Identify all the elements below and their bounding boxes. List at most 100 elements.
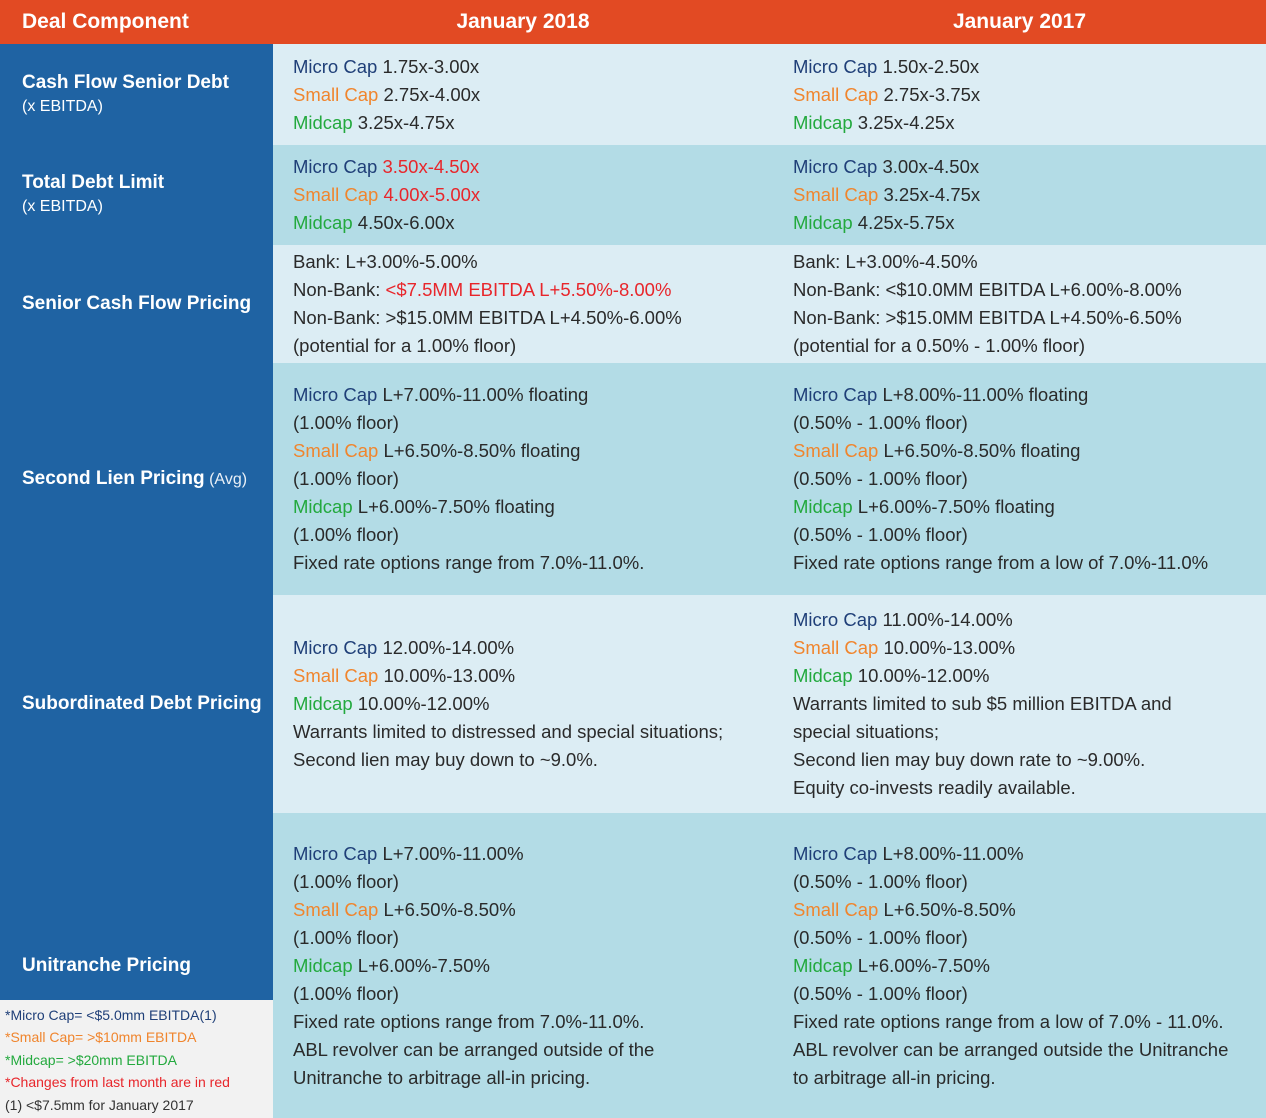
- small-cap-value: L+6.50%-8.50% floating: [378, 440, 581, 461]
- legend-changes-in-red: *Changes from last month are in red: [5, 1074, 230, 1091]
- abl-note-cont: Unitranche to arbitrage all-in pricing.: [293, 1066, 591, 1088]
- midcap-value: L+6.00%-7.50% floating: [352, 496, 555, 517]
- row-label-sub: (x EBITDA): [22, 97, 103, 115]
- small-cap-floor: (0.50% - 1.00% floor): [793, 468, 968, 489]
- row-label: Senior Cash Flow Pricing: [0, 245, 273, 363]
- small-cap-value: 10.00%-13.00%: [878, 637, 1016, 658]
- row-senior-cash-flow-pricing: Senior Cash Flow Pricing Bank: L+3.00%-5…: [0, 245, 1266, 363]
- warrants-note: Warrants limited to sub $5 million EBITD…: [793, 693, 1172, 714]
- cell-2018: Micro Cap 1.75x-3.00x Small Cap 2.75x-4.…: [273, 44, 773, 145]
- micro-cap-value: 3.00x-4.50x: [877, 156, 980, 177]
- midcap-floor: (0.50% - 1.00% floor): [793, 982, 968, 1004]
- midcap-label: Midcap: [793, 212, 853, 233]
- micro-cap-label: Micro Cap: [793, 55, 878, 77]
- equity-note: Equity co-invests readily available.: [793, 777, 1076, 798]
- micro-cap-label: Micro Cap: [293, 156, 378, 177]
- midcap-value: L+6.00%-7.50% floating: [852, 496, 1055, 517]
- micro-cap-value: 11.00%-14.00%: [877, 609, 1013, 630]
- row-label-main: Cash Flow Senior Debt: [22, 71, 229, 93]
- midcap-value: 4.25x-5.75x: [852, 212, 955, 233]
- row-cash-flow-senior-debt: Cash Flow Senior Debt (x EBITDA) Micro C…: [0, 44, 1266, 145]
- cell-2017: Bank: L+3.00%-4.50% Non-Bank: <$10.0MM E…: [773, 245, 1266, 363]
- midcap-label: Midcap: [793, 496, 853, 517]
- row-label: Unitranche Pricing: [0, 813, 273, 1000]
- warrants-note: Warrants limited to distressed and speci…: [293, 721, 724, 742]
- midcap-label: Midcap: [793, 954, 853, 976]
- cell-2018: Micro Cap L+7.00%-11.00% floating (1.00%…: [273, 363, 773, 595]
- micro-cap-value: 1.50x-2.50x: [877, 55, 980, 77]
- legend-footnote: (1) <$7.5mm for January 2017: [5, 1096, 194, 1113]
- small-cap-value: 3.25x-4.75x: [878, 184, 981, 205]
- midcap-floor: (0.50% - 1.00% floor): [793, 524, 968, 545]
- midcap-label: Midcap: [293, 693, 353, 714]
- bank-pricing: Bank: L+3.00%-5.00%: [293, 251, 478, 272]
- fixed-rate-note: Fixed rate options range from 7.0%-11.0%…: [293, 1010, 645, 1032]
- midcap-label: Midcap: [293, 212, 353, 233]
- cell-2017: Micro Cap 1.50x-2.50x Small Cap 2.75x-3.…: [773, 44, 1266, 145]
- abl-note-cont: to arbitrage all-in pricing.: [793, 1066, 996, 1088]
- small-cap-floor: (1.00% floor): [293, 468, 399, 489]
- midcap-value: 10.00%-12.00%: [852, 665, 990, 686]
- small-cap-label: Small Cap: [793, 184, 879, 205]
- micro-cap-label: Micro Cap: [293, 384, 378, 405]
- row-label: Cash Flow Senior Debt (x EBITDA): [0, 44, 273, 145]
- row-label-avg: (Avg): [204, 470, 248, 488]
- header-deal-component: Deal Component: [0, 0, 273, 44]
- micro-cap-floor: (1.00% floor): [293, 412, 399, 433]
- midcap-label: Midcap: [293, 496, 353, 517]
- small-cap-value: L+6.50%-8.50% floating: [878, 440, 1081, 461]
- row-label-main: Second Lien Pricing: [22, 467, 205, 489]
- micro-cap-value: 1.75x-3.00x: [377, 55, 480, 77]
- cell-2017: Micro Cap L+8.00%-11.00% (0.50% - 1.00% …: [773, 813, 1266, 1118]
- label-column-background: [0, 44, 273, 1000]
- warrants-note-cont: special situations;: [793, 721, 940, 742]
- legend-midcap: *Midcap= >$20mm EBITDA: [5, 1051, 177, 1068]
- small-cap-label: Small Cap: [293, 184, 379, 205]
- cell-2017: Micro Cap L+8.00%-11.00% floating (0.50%…: [773, 363, 1266, 595]
- second-lien-note: Second lien may buy down to ~9.0%.: [293, 749, 598, 770]
- midcap-label: Midcap: [793, 111, 853, 133]
- non-bank-large-pricing: Non-Bank: >$15.0MM EBITDA L+4.50%-6.50%: [793, 307, 1182, 328]
- micro-cap-label: Micro Cap: [293, 55, 378, 77]
- small-cap-value: 2.75x-3.75x: [878, 83, 981, 105]
- non-bank-large-pricing: Non-Bank: >$15.0MM EBITDA L+4.50%-6.00%: [293, 307, 682, 328]
- small-cap-label: Small Cap: [793, 637, 879, 658]
- midcap-value: L+6.00%-7.50%: [852, 954, 990, 976]
- non-bank-small-pricing: Non-Bank: <$10.0MM EBITDA L+6.00%-8.00%: [793, 279, 1182, 300]
- midcap-floor: (1.00% floor): [293, 982, 399, 1004]
- micro-cap-value: L+7.00%-11.00%: [377, 842, 524, 864]
- floor-note: (potential for a 0.50% - 1.00% floor): [793, 335, 1086, 356]
- micro-cap-floor: (1.00% floor): [293, 870, 399, 892]
- micro-cap-value-changed: 3.50x-4.50x: [377, 156, 480, 177]
- cell-2018: Micro Cap 3.50x-4.50x Small Cap 4.00x-5.…: [273, 145, 773, 245]
- small-cap-value-changed: 4.00x-5.00x: [378, 184, 481, 205]
- small-cap-label: Small Cap: [793, 83, 879, 105]
- midcap-value: 10.00%-12.00%: [352, 693, 490, 714]
- cell-2018: Bank: L+3.00%-5.00% Non-Bank: <$7.5MM EB…: [273, 245, 773, 363]
- midcap-value: 4.50x-6.00x: [352, 212, 455, 233]
- header-january-2018: January 2018: [273, 0, 773, 44]
- fixed-rate-note: Fixed rate options range from a low of 7…: [793, 1010, 1224, 1032]
- micro-cap-label: Micro Cap: [793, 384, 878, 405]
- midcap-label: Midcap: [293, 111, 353, 133]
- small-cap-value: 2.75x-4.00x: [378, 83, 481, 105]
- cell-2017: Micro Cap 11.00%-14.00% Small Cap 10.00%…: [773, 595, 1266, 813]
- floor-note: (potential for a 1.00% floor): [293, 335, 517, 356]
- small-cap-label: Small Cap: [293, 665, 379, 686]
- small-cap-value: L+6.50%-8.50%: [878, 898, 1016, 920]
- micro-cap-label: Micro Cap: [793, 156, 878, 177]
- small-cap-label: Small Cap: [293, 440, 379, 461]
- small-cap-label: Small Cap: [293, 898, 379, 920]
- second-lien-note: Second lien may buy down rate to ~9.00%.: [793, 749, 1146, 770]
- micro-cap-value: 12.00%-14.00%: [377, 637, 515, 658]
- fixed-rate-note: Fixed rate options range from a low of 7…: [793, 552, 1209, 573]
- legend-micro-cap: *Micro Cap= <$5.0mm EBITDA(1): [5, 1007, 217, 1023]
- micro-cap-value: L+8.00%-11.00%: [877, 842, 1024, 864]
- row-label-main: Unitranche Pricing: [22, 954, 191, 976]
- header-january-2017: January 2017: [773, 0, 1266, 44]
- row-label-main: Subordinated Debt Pricing: [22, 693, 262, 714]
- midcap-value: L+6.00%-7.50%: [352, 954, 490, 976]
- micro-cap-label: Micro Cap: [293, 637, 378, 658]
- micro-cap-floor: (0.50% - 1.00% floor): [793, 870, 968, 892]
- abl-note: ABL revolver can be arranged outside the…: [793, 1038, 1229, 1060]
